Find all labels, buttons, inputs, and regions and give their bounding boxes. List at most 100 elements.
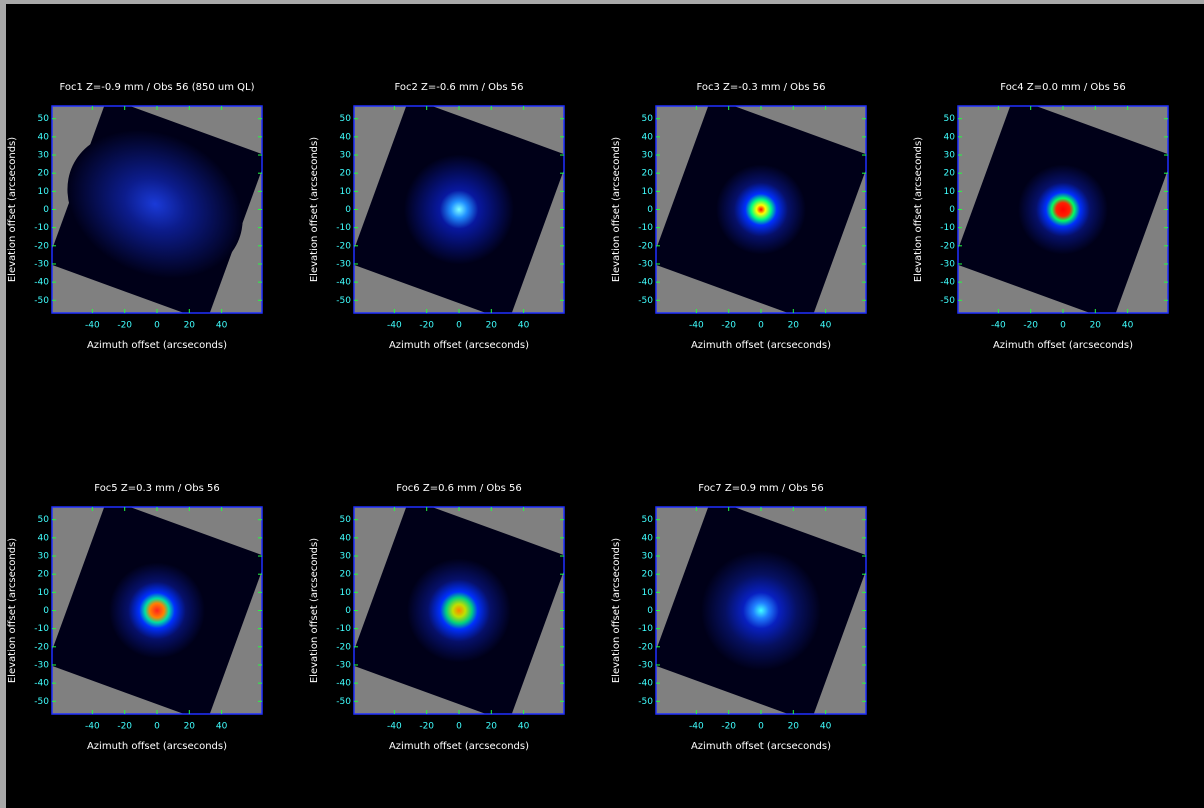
- y-tick-label: 0: [345, 606, 351, 616]
- y-tick-label: -50: [336, 296, 351, 306]
- beam-map: [953, 98, 1173, 322]
- x-tick-label: -40: [689, 722, 704, 732]
- y-tick-label: -40: [336, 679, 351, 689]
- x-tick-label: 0: [758, 321, 764, 331]
- y-tick-label: 50: [38, 114, 50, 124]
- beam-map: [47, 499, 267, 723]
- y-tick-label: 20: [340, 169, 352, 179]
- panel-title: Foc5 Z=0.3 mm / Obs 56: [94, 483, 219, 494]
- beam-map: [651, 499, 871, 723]
- y-axis-label: Elevation offset (arcseconds): [913, 137, 924, 282]
- x-tick-label: 0: [1060, 321, 1066, 331]
- y-tick-label: -10: [638, 624, 653, 634]
- y-tick-label: -20: [638, 241, 653, 251]
- y-tick-label: -10: [336, 624, 351, 634]
- y-tick-label: 50: [642, 114, 654, 124]
- y-tick-label: -10: [34, 624, 49, 634]
- x-tick-label: -40: [387, 722, 402, 732]
- y-tick-label: 50: [38, 515, 50, 525]
- beam-map: [349, 98, 569, 322]
- y-tick-label: 40: [944, 132, 956, 142]
- y-tick-label: -10: [34, 223, 49, 233]
- y-tick-label: -40: [638, 278, 653, 288]
- y-tick-label: 40: [38, 533, 50, 543]
- x-tick-label: -20: [419, 321, 434, 331]
- x-tick-label: 20: [1090, 321, 1102, 331]
- y-tick-label: 30: [340, 552, 352, 562]
- y-tick-label: 40: [340, 533, 352, 543]
- x-tick-label: 20: [486, 321, 498, 331]
- x-tick-label: -40: [387, 321, 402, 331]
- x-tick-label: 40: [518, 722, 530, 732]
- panel-title: Foc3 Z=-0.3 mm / Obs 56: [696, 82, 825, 93]
- y-axis-label: Elevation offset (arcseconds): [611, 137, 622, 282]
- y-tick-label: 50: [642, 515, 654, 525]
- x-tick-label: -20: [1023, 321, 1038, 331]
- x-tick-label: -20: [721, 321, 736, 331]
- y-tick-label: -30: [336, 660, 351, 670]
- y-tick-label: 30: [642, 151, 654, 161]
- x-tick-label: -40: [85, 722, 100, 732]
- y-tick-label: -10: [336, 223, 351, 233]
- y-axis-label: Elevation offset (arcseconds): [611, 538, 622, 683]
- x-tick-label: 0: [456, 722, 462, 732]
- y-tick-label: 20: [642, 570, 654, 580]
- y-tick-label: -20: [336, 241, 351, 251]
- x-axis-label: Azimuth offset (arcseconds): [389, 340, 529, 351]
- y-axis-label: Elevation offset (arcseconds): [309, 137, 320, 282]
- y-tick-label: -20: [638, 642, 653, 652]
- y-tick-label: 10: [340, 588, 352, 598]
- y-tick-label: -30: [638, 259, 653, 269]
- y-tick-label: 10: [642, 187, 654, 197]
- x-tick-label: -40: [991, 321, 1006, 331]
- y-axis-label: Elevation offset (arcseconds): [309, 538, 320, 683]
- y-tick-label: 20: [642, 169, 654, 179]
- y-tick-label: 10: [340, 187, 352, 197]
- x-tick-label: 20: [184, 722, 196, 732]
- y-tick-label: 0: [43, 606, 49, 616]
- y-tick-label: -40: [34, 278, 49, 288]
- y-tick-label: 0: [647, 205, 653, 215]
- y-tick-label: -40: [940, 278, 955, 288]
- x-tick-label: 40: [216, 722, 228, 732]
- y-tick-label: 40: [642, 132, 654, 142]
- y-tick-label: -50: [34, 697, 49, 707]
- x-tick-label: 40: [820, 321, 832, 331]
- x-tick-label: -20: [117, 722, 132, 732]
- y-tick-label: 20: [38, 570, 50, 580]
- x-tick-label: 40: [1122, 321, 1134, 331]
- x-tick-label: 20: [486, 722, 498, 732]
- y-tick-label: 30: [38, 552, 50, 562]
- x-tick-label: 20: [184, 321, 196, 331]
- y-tick-label: 0: [345, 205, 351, 215]
- y-tick-label: 30: [38, 151, 50, 161]
- x-tick-label: -40: [85, 321, 100, 331]
- y-tick-label: 30: [340, 151, 352, 161]
- x-axis-label: Azimuth offset (arcseconds): [691, 340, 831, 351]
- y-tick-label: -10: [940, 223, 955, 233]
- x-axis-label: Azimuth offset (arcseconds): [87, 741, 227, 752]
- y-tick-label: 20: [340, 570, 352, 580]
- y-tick-label: 40: [642, 533, 654, 543]
- x-tick-label: 20: [788, 321, 800, 331]
- panel: Foc5 Z=0.3 mm / Obs 56 Azimuth offset (ar…: [7, 483, 267, 752]
- y-tick-label: 20: [38, 169, 50, 179]
- beam-map: [43, 98, 267, 322]
- y-tick-label: -50: [638, 296, 653, 306]
- x-axis-label: Azimuth offset (arcseconds): [691, 741, 831, 752]
- y-tick-label: -50: [336, 697, 351, 707]
- y-tick-label: 40: [340, 132, 352, 142]
- y-tick-label: -50: [34, 296, 49, 306]
- x-tick-label: -20: [117, 321, 132, 331]
- y-axis-label: Elevation offset (arcseconds): [7, 538, 18, 683]
- x-tick-label: -20: [721, 722, 736, 732]
- y-tick-label: 0: [647, 606, 653, 616]
- y-tick-label: -30: [638, 660, 653, 670]
- x-tick-label: 40: [518, 321, 530, 331]
- y-tick-label: 10: [38, 187, 50, 197]
- y-tick-label: 0: [949, 205, 955, 215]
- y-tick-label: -20: [34, 642, 49, 652]
